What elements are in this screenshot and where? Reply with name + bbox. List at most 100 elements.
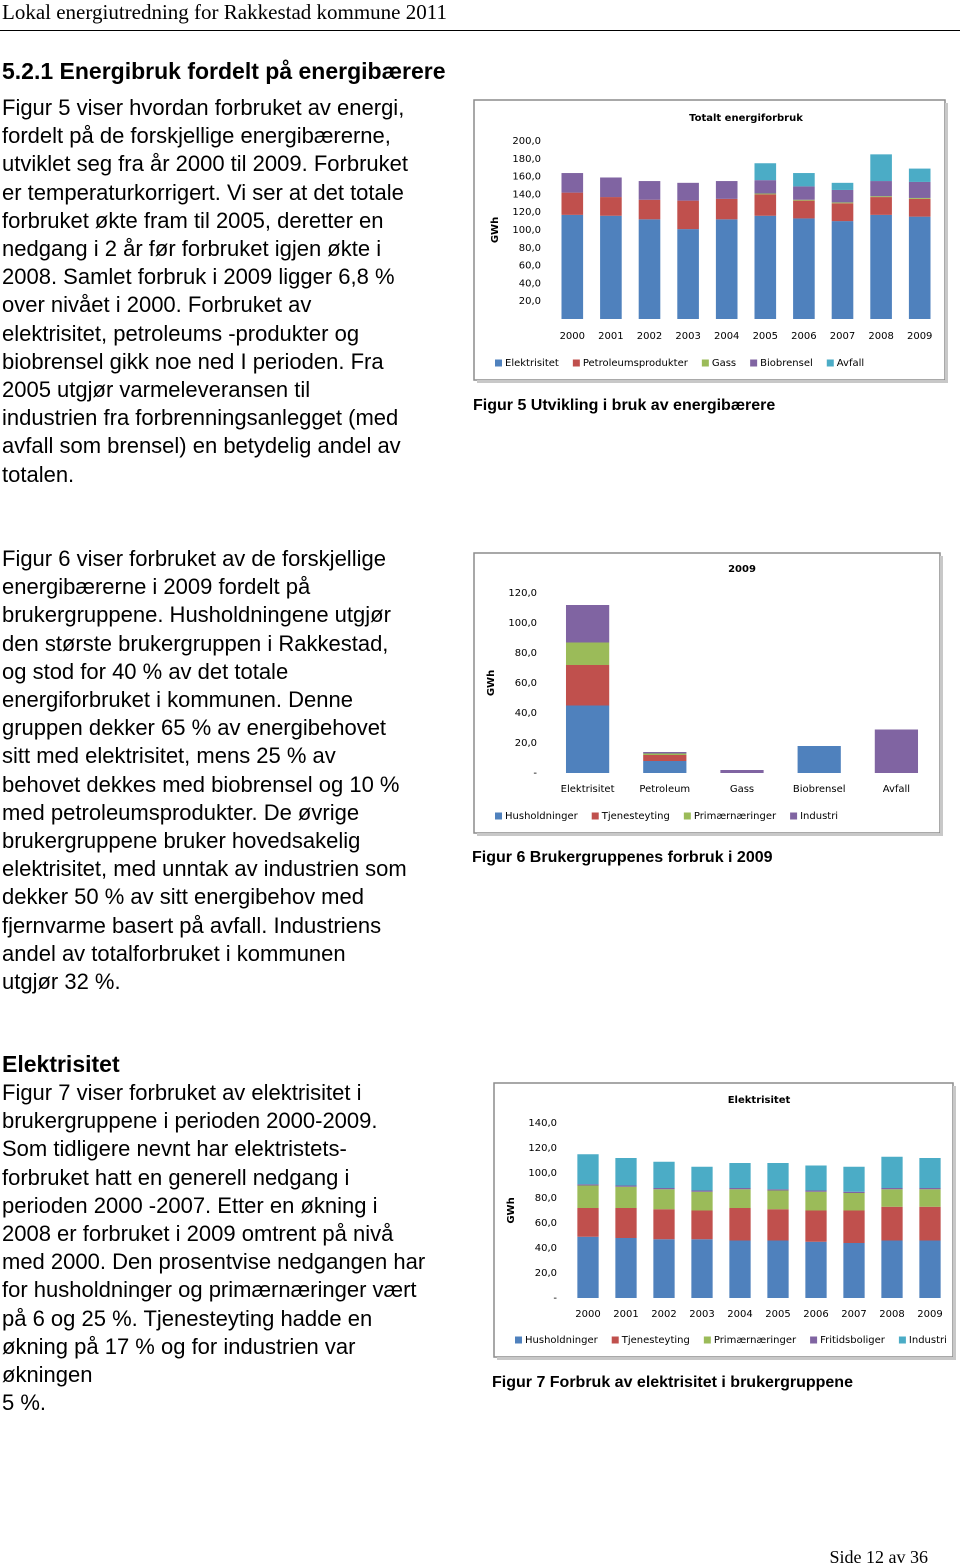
- x-tick-label: 2006: [803, 1309, 828, 1320]
- text-line: avfall som brensel) en betydelig andel a…: [2, 433, 401, 459]
- bar-segment: [881, 1156, 903, 1188]
- bar-segment: [831, 202, 854, 204]
- y-tick-label: 120,0: [512, 207, 541, 218]
- bar-segment: [793, 173, 815, 187]
- bar-segment: [870, 154, 892, 182]
- y-tick-label: 100,0: [508, 618, 537, 629]
- text-line: behovet dekkes med biobrensel og 10 %: [2, 771, 400, 797]
- bar-segment: [754, 194, 777, 216]
- text-line: sitt med elektrisitet, mens 25 % av: [2, 743, 336, 769]
- x-tick-label: Petroleum: [639, 784, 690, 795]
- bar-segment: [600, 177, 622, 198]
- page-number: Side 12 av 36: [829, 1547, 929, 1567]
- y-axis-label: GWh: [486, 670, 497, 696]
- bar-segment: [653, 1239, 675, 1298]
- bar-segment: [874, 729, 919, 773]
- x-tick-label: Biobrensel: [793, 784, 846, 795]
- x-tick-label: 2004: [727, 1309, 752, 1320]
- y-tick-label: -: [553, 1293, 557, 1304]
- bar-segment: [561, 173, 584, 193]
- text-line: elektrisitet, petroleums -produkter og: [2, 320, 360, 346]
- bar-segment: [577, 1208, 599, 1237]
- bar-segment: [805, 1241, 827, 1298]
- y-tick-label: 80,0: [535, 1193, 557, 1204]
- x-tick-label: 2009: [917, 1309, 942, 1320]
- bar-segment: [831, 221, 854, 319]
- y-tick-label: 60,0: [515, 678, 537, 689]
- bar-segment: [767, 1240, 789, 1298]
- x-tick-label: 2009: [907, 331, 932, 342]
- bar-segment: [729, 1163, 751, 1188]
- bar-segment: [653, 1209, 675, 1240]
- bar-segment: [870, 181, 892, 197]
- bar-segment: [797, 746, 841, 773]
- bar-segment: [793, 186, 815, 200]
- frame-shadow: [953, 1086, 956, 1360]
- bar-segment: [843, 1166, 865, 1192]
- bar-segment: [643, 752, 687, 754]
- chart: Elektrisitet GWh - 20,0 40,0 60,0 80,0 100,0 120…: [493, 1082, 956, 1360]
- bar-segment: [653, 1188, 675, 1190]
- x-tick-label: 2006: [791, 331, 816, 342]
- x-tick-label: 2000: [560, 331, 585, 342]
- text-line: den største brukergruppen i Rakkestad,: [2, 630, 389, 656]
- bar-segment: [805, 1191, 827, 1211]
- text-line: utgjør 32 %.: [2, 969, 121, 994]
- bar-segment: [843, 1191, 865, 1193]
- section-heading: 5.2.1 Energibruk fordelt på energibærere: [2, 58, 446, 84]
- bar-segment: [561, 192, 584, 215]
- bar-segment: [881, 1206, 903, 1241]
- bar-segment: [653, 1189, 675, 1210]
- header-rule: [0, 30, 960, 31]
- y-tick-label: 200,0: [512, 136, 541, 147]
- text-line: totalen.: [2, 461, 75, 487]
- bar-segment: [831, 203, 854, 222]
- legend-swatch: [591, 812, 599, 820]
- chart-frame: [493, 1082, 954, 1358]
- bar-segment: [565, 665, 610, 706]
- legend-swatch: [495, 812, 502, 820]
- legend-label: Gass: [712, 358, 736, 369]
- y-axis-label: GWh: [506, 1197, 517, 1223]
- bar-segment: [691, 1210, 713, 1240]
- legend-label: Husholdninger: [505, 811, 579, 822]
- bar-segment: [600, 197, 622, 216]
- legend-swatch: [703, 1336, 711, 1344]
- y-tick-label: 20,0: [515, 738, 537, 749]
- header-title: Lokal energiutredning for Rakkestad komm…: [2, 0, 447, 24]
- legend-swatch: [611, 1336, 619, 1344]
- x-tick-label: 2002: [637, 331, 662, 342]
- text-line: Som tidligere nevnt har elektristets-: [2, 1136, 347, 1162]
- figure-caption: Figur 5 Utvikling i bruk av energibærere: [473, 397, 776, 414]
- text-line: biobrensel gikk noe ned I perioden. Fra: [2, 348, 384, 374]
- bar-segment: [831, 182, 854, 190]
- chart: 2009 GWh - 20,0 40,0 60,0 80,0 100,0 120,0 Elektr…: [473, 552, 943, 836]
- bar-segment: [577, 1154, 599, 1185]
- bar-segment: [729, 1240, 751, 1298]
- bar-segment: [831, 189, 854, 203]
- bar-segment: [565, 705, 610, 773]
- bar-segment: [729, 1189, 751, 1208]
- text-line: industrien fra forbrenningsanlegget (med: [2, 405, 399, 431]
- bar-segment: [643, 755, 687, 761]
- y-tick-label: 120,0: [528, 1143, 557, 1154]
- text-line: Figur 6 viser forbruket av de forskjelli…: [2, 546, 386, 571]
- text-line: energibærerne i 2009 fordelt på: [2, 574, 311, 600]
- x-tick-label: 2008: [879, 1309, 904, 1320]
- bar-segment: [754, 163, 777, 181]
- text-line: 2008 er forbruket i 2009 omtrent på nivå: [2, 1221, 394, 1246]
- bar-segment: [919, 1189, 941, 1207]
- text-line: fjernvarme basert på avfall. Industriens: [2, 912, 382, 938]
- bar-segment: [767, 1189, 789, 1191]
- y-tick-label: 60,0: [519, 261, 541, 272]
- chart-title: 2009: [728, 564, 756, 575]
- legend-swatch: [495, 359, 502, 367]
- bar-segment: [805, 1210, 827, 1242]
- bar-segment: [919, 1206, 941, 1241]
- chart: Totalt energiforbruk GWh 20,0 40,0 60,0 80,0 1…: [473, 99, 948, 383]
- chart-title: Totalt energiforbruk: [689, 113, 803, 124]
- legend-label: Avfall: [837, 358, 864, 369]
- chart-frame: [473, 552, 941, 834]
- bar-segment: [870, 197, 892, 215]
